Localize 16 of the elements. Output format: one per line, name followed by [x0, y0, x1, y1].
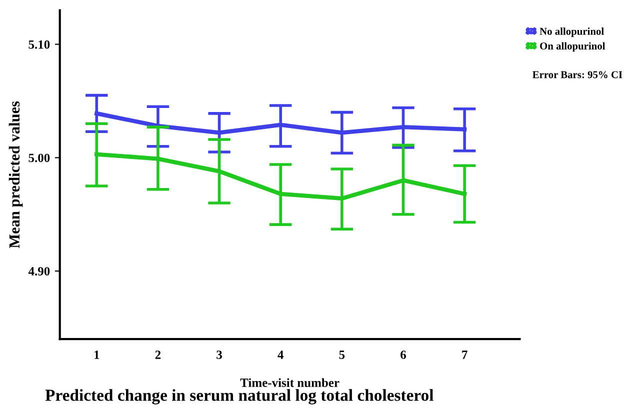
- x-axis-title: Time-visit number: [240, 378, 340, 388]
- x-tick-label: 4: [278, 350, 284, 359]
- x-tick-label: 5: [339, 350, 345, 359]
- y-tick-label: 5.00: [28, 154, 50, 162]
- legend-label: No allopurinol: [540, 27, 604, 37]
- y-tick-label: 5.10: [28, 40, 50, 49]
- x-tick-label: 1: [94, 350, 100, 359]
- y-tick-label: 4.90: [28, 267, 50, 276]
- x-tick-label: 3: [216, 350, 222, 359]
- y-axis-title: Mean predicted values: [8, 101, 23, 248]
- x-tick-label: 2: [155, 350, 161, 359]
- text: Error Bars: 95% CI: [532, 71, 622, 78]
- legend-label: On allopurinol: [540, 42, 606, 52]
- x-tick-label: 6: [400, 350, 406, 359]
- text: Predicted change in serum natural log total cholesterol: [45, 389, 434, 404]
- x-tick-label: 7: [462, 350, 468, 359]
